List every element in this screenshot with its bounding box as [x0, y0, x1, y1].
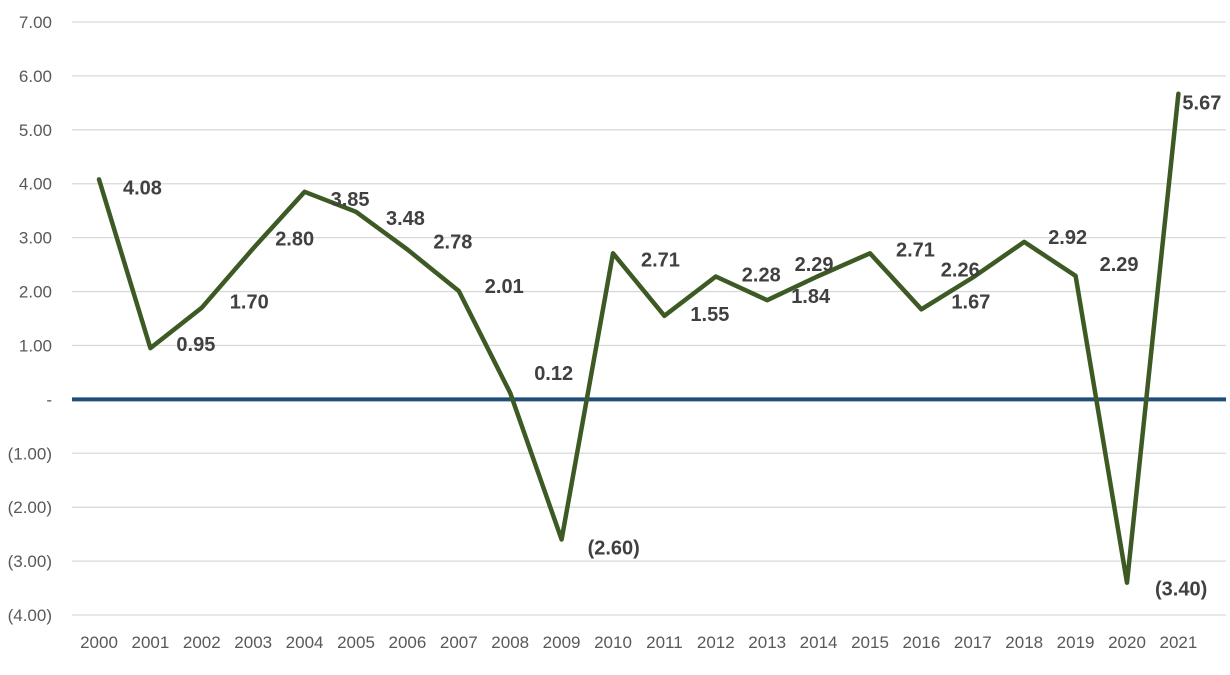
data-label: 2.80 [275, 228, 314, 250]
data-label: 0.12 [534, 363, 573, 385]
y-tick-label: (4.00) [8, 606, 52, 625]
data-label: 5.67 [1182, 93, 1221, 115]
x-tick-label: 2016 [902, 633, 940, 652]
y-tick-label: 4.00 [19, 175, 52, 194]
x-axis-tick-labels: 2000 2001 2002 2003 2004 2005 2006 2007 2008 2009… [80, 633, 1197, 652]
x-tick-label: 2001 [131, 633, 169, 652]
y-tick-label: (1.00) [8, 444, 52, 463]
y-tick-label: 1.00 [19, 336, 52, 355]
x-tick-label: 2004 [286, 633, 324, 652]
data-label: 2.71 [641, 249, 680, 271]
data-label: 2.01 [485, 276, 524, 298]
data-label: 2.26 [941, 260, 980, 282]
data-label: 2.78 [433, 231, 472, 253]
data-label: 3.85 [331, 189, 370, 211]
series-line [96, 91, 1181, 585]
y-tick-label: 2.00 [19, 283, 52, 302]
x-tick-label: 2006 [388, 633, 426, 652]
data-label: 1.70 [230, 292, 269, 314]
data-labels: 4.08 0.95 1.70 2.80 3.85 3.48 2.78 2.01 0.12 (2.6… [123, 93, 1221, 601]
x-tick-label: 2015 [851, 633, 889, 652]
data-label: 4.08 [123, 177, 162, 199]
y-axis-tick-labels: 7.00 6.00 5.00 4.00 3.00 2.00 1.00 - (1.00) (2.00… [8, 13, 52, 625]
x-tick-label: 2018 [1005, 633, 1043, 652]
data-label: 3.48 [386, 208, 425, 230]
x-tick-label: 2002 [183, 633, 221, 652]
y-tick-label: 7.00 [19, 13, 52, 32]
y-tick-label: 5.00 [19, 121, 52, 140]
data-label: 1.55 [690, 304, 729, 326]
data-label: (2.60) [588, 538, 640, 560]
series-lines [96, 91, 1181, 585]
y-tick-label: (2.00) [8, 498, 52, 517]
x-tick-label: 2007 [440, 633, 478, 652]
x-tick-label: 2019 [1057, 633, 1095, 652]
data-label: 2.71 [896, 239, 935, 261]
data-label: 2.29 [1100, 254, 1139, 276]
y-tick-label: 6.00 [19, 67, 52, 86]
x-tick-label: 2011 [646, 633, 683, 652]
x-tick-label: 2014 [800, 633, 838, 652]
x-tick-label: 2021 [1159, 633, 1197, 652]
x-tick-label: 2008 [491, 633, 529, 652]
x-tick-label: 2003 [234, 633, 272, 652]
data-label: 2.92 [1048, 227, 1087, 249]
data-label: (3.40) [1155, 579, 1207, 601]
y-tick-label: 3.00 [19, 229, 52, 248]
x-tick-label: 2010 [594, 633, 632, 652]
x-tick-label: 2012 [697, 633, 735, 652]
x-tick-label: 2005 [337, 633, 375, 652]
gridlines [72, 21, 1226, 616]
x-tick-label: 2020 [1108, 633, 1146, 652]
x-tick-label: 2017 [954, 633, 992, 652]
data-label: 1.84 [791, 286, 831, 308]
x-tick-label: 2009 [543, 633, 581, 652]
data-label: 0.95 [176, 334, 215, 356]
y-tick-label: (3.00) [8, 552, 52, 571]
data-label: 1.67 [951, 291, 990, 313]
y-tick-label: - [46, 390, 52, 409]
data-label: 2.28 [742, 264, 781, 286]
x-tick-label: 2000 [80, 633, 118, 652]
x-tick-label: 2013 [748, 633, 786, 652]
data-label: 2.29 [795, 254, 834, 276]
